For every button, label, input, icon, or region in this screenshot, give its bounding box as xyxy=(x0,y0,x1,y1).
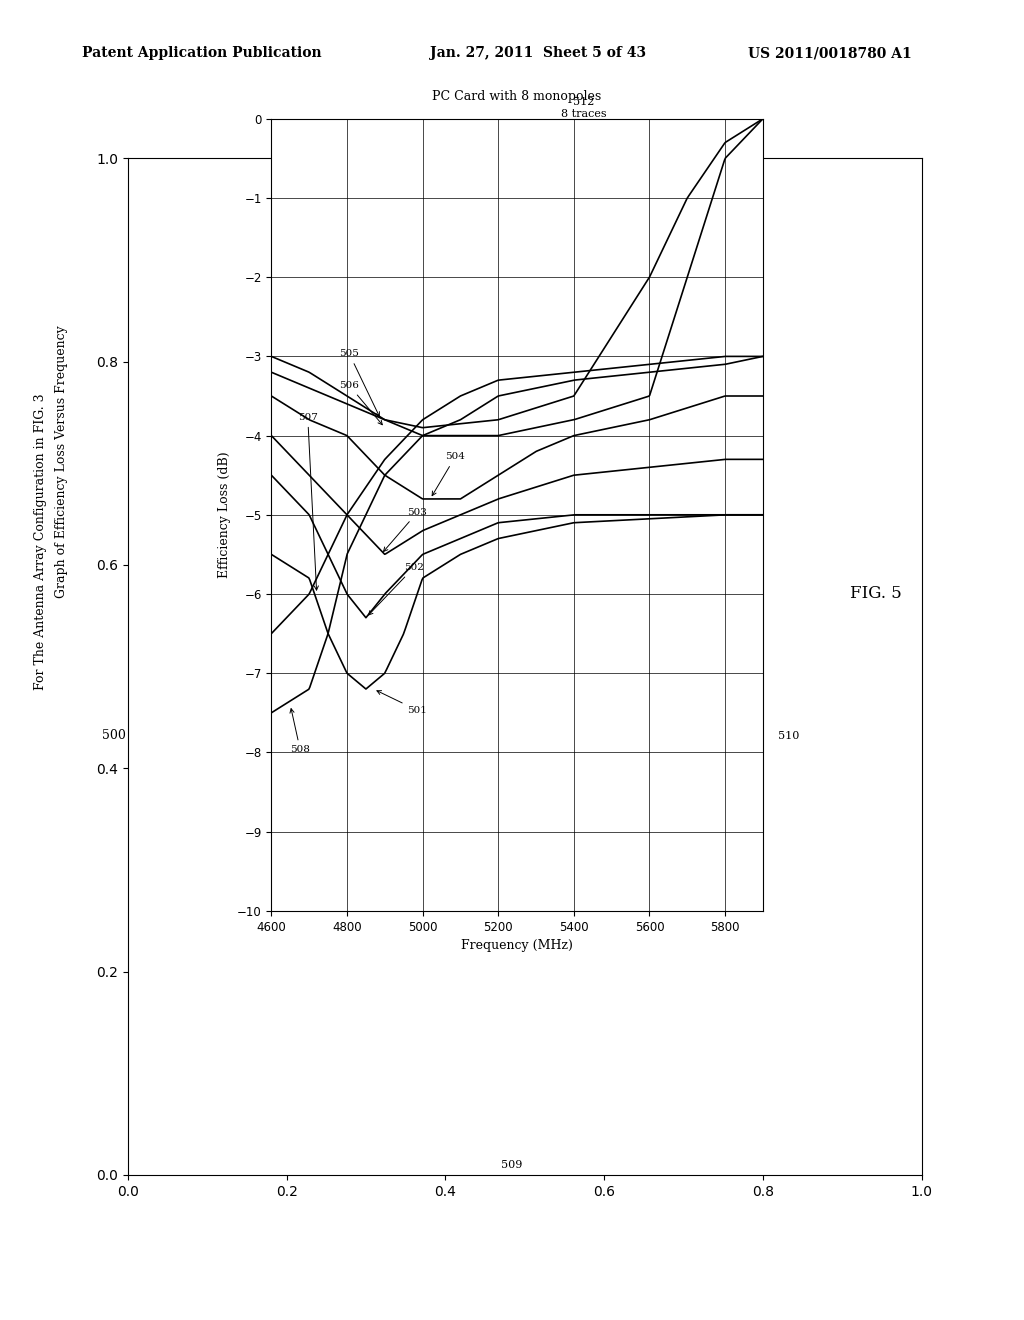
Text: FIG. 5: FIG. 5 xyxy=(850,586,902,602)
Text: PC Card with 8 monopoles: PC Card with 8 monopoles xyxy=(432,90,602,103)
Text: 512
8 traces: 512 8 traces xyxy=(561,98,606,119)
Text: 504: 504 xyxy=(432,453,465,495)
X-axis label: Frequency (MHz): Frequency (MHz) xyxy=(461,939,573,952)
Text: 502: 502 xyxy=(369,564,424,615)
Text: Graph of Efficiency Loss Versus Frequency: Graph of Efficiency Loss Versus Frequenc… xyxy=(55,326,68,598)
Text: 503: 503 xyxy=(384,508,427,552)
Text: US 2011/0018780 A1: US 2011/0018780 A1 xyxy=(748,46,911,61)
Text: 505: 505 xyxy=(339,350,380,416)
Text: 507: 507 xyxy=(298,413,318,590)
Text: 500: 500 xyxy=(102,729,126,742)
Text: For The Antenna Array Configuration in FIG. 3: For The Antenna Array Configuration in F… xyxy=(35,393,47,689)
Text: 501: 501 xyxy=(377,690,427,715)
Text: 508: 508 xyxy=(290,709,310,755)
Text: Jan. 27, 2011  Sheet 5 of 43: Jan. 27, 2011 Sheet 5 of 43 xyxy=(430,46,646,61)
Y-axis label: Efficiency Loss (dB): Efficiency Loss (dB) xyxy=(218,451,231,578)
Text: 506: 506 xyxy=(339,381,382,425)
Text: 509: 509 xyxy=(502,1160,522,1171)
Text: Patent Application Publication: Patent Application Publication xyxy=(82,46,322,61)
Text: 510: 510 xyxy=(778,731,799,742)
